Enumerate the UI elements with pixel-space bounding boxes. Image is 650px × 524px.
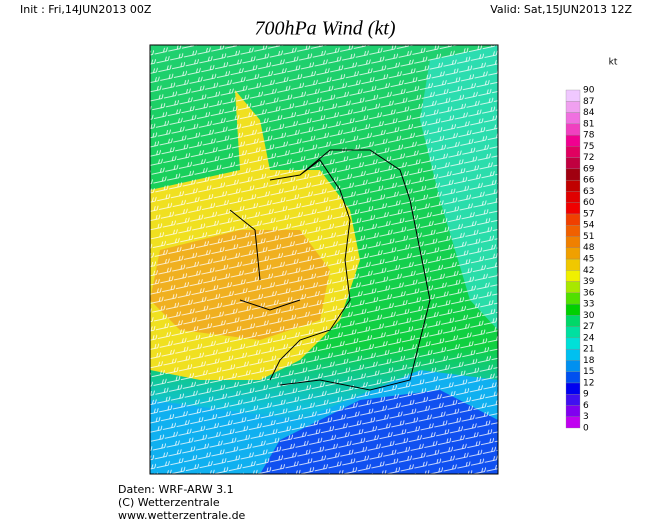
colorbar-segment bbox=[565, 416, 581, 429]
colorbar-label: 66 bbox=[583, 176, 595, 186]
colorbar-label: 39 bbox=[583, 277, 595, 287]
colorbar-segment bbox=[565, 89, 581, 102]
map-title: 700hPa Wind (kt) bbox=[254, 18, 395, 40]
colorbar-segment bbox=[565, 191, 581, 203]
colorbar-label: 90 bbox=[583, 86, 595, 96]
map bbox=[150, 45, 498, 474]
colorbar: 0369121518212427303336394245485154576063… bbox=[565, 86, 595, 434]
colorbar-label: 45 bbox=[583, 255, 594, 265]
colorbar-unit: kt bbox=[609, 58, 618, 68]
colorbar-label: 57 bbox=[583, 209, 594, 219]
colorbar-segment bbox=[565, 168, 581, 181]
colorbar-segment bbox=[565, 292, 581, 305]
colorbar-label: 51 bbox=[583, 232, 594, 242]
colorbar-label: 30 bbox=[583, 311, 595, 321]
colorbar-label: 87 bbox=[583, 97, 594, 107]
colorbar-label: 9 bbox=[583, 390, 589, 400]
footer-line: Daten: WRF-ARW 3.1 bbox=[118, 483, 234, 496]
colorbar-segment bbox=[565, 326, 581, 339]
colorbar-segment bbox=[565, 382, 581, 395]
colorbar-segment bbox=[565, 394, 581, 406]
footer-line: www.wetterzentrale.de bbox=[118, 509, 246, 520]
colorbar-label: 18 bbox=[583, 356, 595, 366]
colorbar-segment bbox=[565, 123, 581, 136]
colorbar-label: 12 bbox=[583, 378, 594, 388]
colorbar-label: 60 bbox=[583, 198, 595, 208]
colorbar-segment bbox=[565, 157, 581, 170]
colorbar-label: 54 bbox=[583, 221, 595, 231]
colorbar-label: 69 bbox=[583, 164, 595, 174]
colorbar-label: 15 bbox=[583, 367, 594, 377]
colorbar-segment bbox=[565, 179, 581, 192]
colorbar-segment bbox=[565, 225, 581, 237]
colorbar-label: 42 bbox=[583, 266, 594, 276]
colorbar-segment bbox=[565, 258, 581, 271]
footer-line: (C) Wetterzentrale bbox=[118, 496, 220, 509]
colorbar-segment bbox=[565, 281, 581, 293]
colorbar-label: 6 bbox=[583, 401, 589, 411]
colorbar-segment bbox=[565, 134, 581, 147]
colorbar-segment bbox=[565, 371, 581, 384]
colorbar-label: 33 bbox=[583, 300, 594, 310]
colorbar-label: 72 bbox=[583, 153, 594, 163]
colorbar-segment bbox=[565, 315, 581, 327]
colorbar-label: 24 bbox=[583, 333, 595, 343]
colorbar-label: 81 bbox=[583, 119, 594, 129]
colorbar-segment bbox=[565, 348, 581, 361]
colorbar-label: 0 bbox=[583, 424, 589, 434]
colorbar-label: 21 bbox=[583, 345, 594, 355]
colorbar-label: 27 bbox=[583, 322, 594, 332]
colorbar-segment bbox=[565, 236, 581, 248]
colorbar-segment bbox=[565, 270, 581, 282]
colorbar-label: 63 bbox=[583, 187, 594, 197]
colorbar-segment bbox=[565, 405, 581, 417]
colorbar-label: 84 bbox=[583, 108, 595, 118]
colorbar-label: 48 bbox=[583, 243, 595, 253]
colorbar-label: 78 bbox=[583, 131, 595, 141]
colorbar-label: 75 bbox=[583, 142, 594, 152]
colorbar-segment bbox=[565, 247, 581, 260]
map-frame bbox=[149, 44, 499, 475]
colorbar-segment bbox=[565, 112, 581, 124]
colorbar-segment bbox=[565, 303, 581, 316]
init-time: Init : Fri,14JUN2013 00Z bbox=[20, 3, 152, 16]
colorbar-segment bbox=[565, 101, 581, 113]
colorbar-segment bbox=[565, 213, 581, 226]
colorbar-label: 36 bbox=[583, 288, 595, 298]
colorbar-segment bbox=[565, 360, 581, 372]
colorbar-label: 3 bbox=[583, 412, 589, 422]
valid-time: Valid: Sat,15JUN2013 12Z bbox=[490, 3, 632, 16]
colorbar-segment bbox=[565, 146, 581, 158]
colorbar-segment bbox=[565, 202, 581, 215]
colorbar-segment bbox=[565, 337, 581, 350]
